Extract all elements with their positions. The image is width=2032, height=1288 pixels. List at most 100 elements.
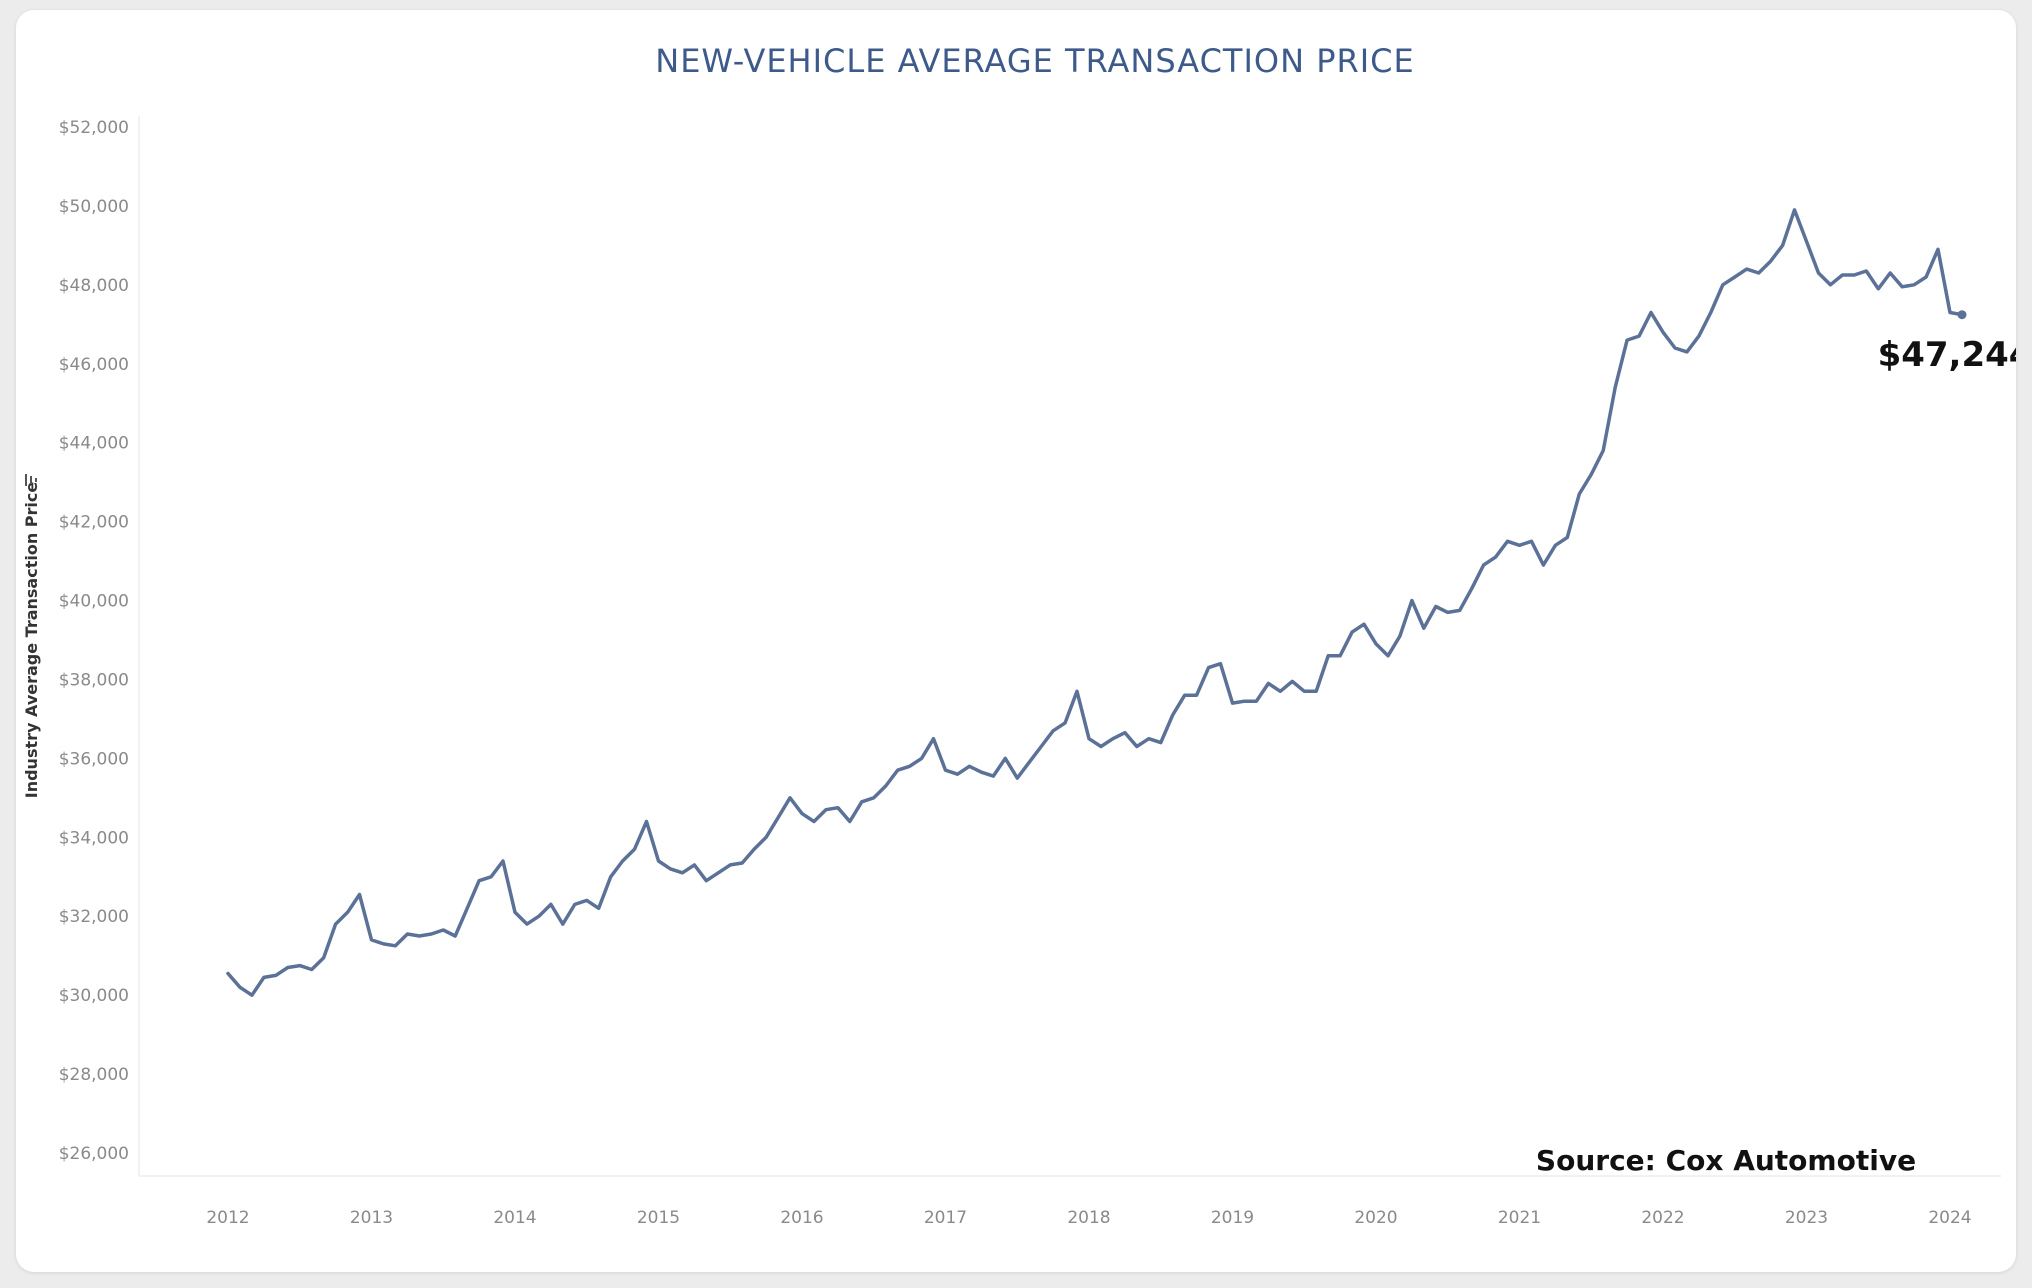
- data-point: [657, 859, 661, 863]
- data-point: [1757, 271, 1761, 275]
- data-point: [417, 934, 421, 938]
- sort-descending-icon[interactable]: [25, 474, 37, 486]
- y-tick-label: $38,000: [59, 670, 129, 690]
- data-point: [884, 784, 888, 788]
- data-point: [1828, 283, 1832, 287]
- data-point: [1027, 760, 1031, 764]
- chart-title: NEW-VEHICLE AVERAGE TRANSACTION PRICE: [655, 42, 1414, 80]
- data-point: [393, 944, 397, 948]
- data-point: [1721, 283, 1725, 287]
- data-point: [1219, 662, 1223, 666]
- data-point: [800, 812, 804, 816]
- data-point: [1350, 630, 1354, 634]
- data-point: [1434, 605, 1438, 609]
- data-point: [1888, 271, 1892, 275]
- data-point: [1147, 737, 1151, 741]
- data-point: [358, 893, 362, 897]
- line-chart: NEW-VEHICLE AVERAGE TRANSACTION PRICE $2…: [22, 42, 2016, 1228]
- data-point: [1793, 208, 1797, 212]
- data-point: [1900, 285, 1904, 289]
- data-point: [633, 847, 637, 851]
- data-point: [1063, 721, 1067, 725]
- data-point: [812, 820, 816, 824]
- data-point: [1589, 472, 1593, 476]
- data-point: [262, 975, 266, 979]
- y-tick-label: $30,000: [59, 986, 129, 1006]
- data-point: [1661, 330, 1665, 334]
- y-tick-label: $36,000: [59, 749, 129, 769]
- data-point: [1135, 745, 1139, 749]
- data-point: [1864, 269, 1868, 273]
- data-point: [716, 871, 720, 875]
- data-point: [1159, 741, 1163, 745]
- x-tick-label: 2012: [206, 1208, 249, 1228]
- data-point: [621, 859, 625, 863]
- data-point: [226, 972, 230, 976]
- data-point: [1410, 599, 1414, 603]
- data-point: [525, 922, 529, 926]
- y-tick-label: $48,000: [59, 276, 129, 296]
- data-point: [585, 898, 589, 902]
- data-point: [1924, 275, 1928, 279]
- data-point: [752, 847, 756, 851]
- data-point: [1673, 346, 1677, 350]
- data-point: [1876, 287, 1880, 291]
- y-tick-label: $44,000: [59, 434, 129, 454]
- data-point: [573, 902, 577, 906]
- data-point: [920, 756, 924, 760]
- data-point: [1338, 654, 1342, 658]
- data-point: [1817, 271, 1821, 275]
- data-point: [872, 796, 876, 800]
- data-point: [1362, 622, 1366, 626]
- data-point: [537, 914, 541, 918]
- x-tick-label: 2020: [1354, 1208, 1397, 1228]
- data-point: [896, 768, 900, 772]
- data-point: [1733, 275, 1737, 279]
- data-point: [1470, 587, 1474, 591]
- data-point: [680, 871, 684, 875]
- data-point: [286, 966, 290, 970]
- data-point: [298, 964, 302, 968]
- data-point: [1769, 259, 1773, 263]
- data-point: [944, 768, 948, 772]
- data-point: [908, 764, 912, 768]
- data-point: [1123, 731, 1127, 735]
- data-point: [1494, 555, 1498, 559]
- data-point: [405, 932, 409, 936]
- y-axis-label-group: Industry Average Transaction Price: [22, 474, 41, 798]
- data-point: [1530, 539, 1534, 543]
- data-point: [238, 985, 242, 989]
- data-point: [860, 800, 864, 804]
- data-point: [776, 816, 780, 820]
- data-point: [991, 774, 995, 778]
- data-point: [1709, 311, 1713, 315]
- data-point: [1482, 563, 1486, 567]
- y-tick-label: $46,000: [59, 355, 129, 375]
- y-tick-label: $32,000: [59, 907, 129, 927]
- data-point: [1745, 267, 1749, 271]
- data-point: [274, 973, 278, 977]
- data-point: [836, 806, 840, 810]
- data-point: [669, 867, 673, 871]
- x-tick-label: 2018: [1067, 1208, 1110, 1228]
- x-tick-label: 2017: [924, 1208, 967, 1228]
- data-point: [1565, 535, 1569, 539]
- data-point: [1422, 626, 1426, 630]
- data-point: [1075, 689, 1079, 693]
- data-point: [1781, 243, 1785, 247]
- data-point: [1111, 737, 1115, 741]
- data-point: [1171, 713, 1175, 717]
- data-point: [382, 942, 386, 946]
- y-tick-label: $34,000: [59, 828, 129, 848]
- y-axis-label: Industry Average Transaction Price: [22, 482, 41, 799]
- data-point: [477, 879, 481, 883]
- data-point: [1243, 699, 1247, 703]
- y-tick-label: $52,000: [59, 118, 129, 138]
- data-point: [967, 764, 971, 768]
- data-point: [728, 863, 732, 867]
- data-point: [1506, 539, 1510, 543]
- data-point: [1541, 563, 1545, 567]
- data-point: [1326, 654, 1330, 658]
- x-tick-label: 2014: [493, 1208, 536, 1228]
- data-point: [441, 928, 445, 932]
